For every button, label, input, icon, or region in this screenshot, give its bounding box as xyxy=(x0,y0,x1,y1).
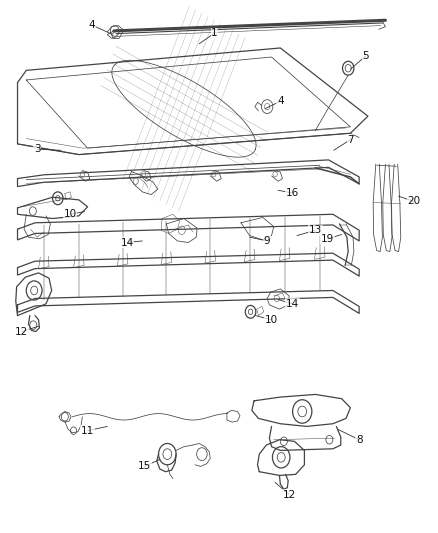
Circle shape xyxy=(56,196,60,201)
Text: 4: 4 xyxy=(88,20,95,30)
Text: 4: 4 xyxy=(277,96,284,106)
Text: 12: 12 xyxy=(283,490,296,499)
Text: 1: 1 xyxy=(211,28,218,38)
Text: 7: 7 xyxy=(347,135,354,144)
Text: 14: 14 xyxy=(120,238,134,247)
Text: 19: 19 xyxy=(321,234,334,244)
Text: 16: 16 xyxy=(286,188,299,198)
Text: 9: 9 xyxy=(264,236,271,246)
Text: 13: 13 xyxy=(309,225,322,235)
Text: 3: 3 xyxy=(34,144,41,154)
Text: 20: 20 xyxy=(407,197,420,206)
Text: 11: 11 xyxy=(81,426,94,435)
Text: 12: 12 xyxy=(15,327,28,336)
Text: 10: 10 xyxy=(265,315,278,325)
Circle shape xyxy=(163,449,172,459)
Text: 15: 15 xyxy=(138,462,151,471)
Circle shape xyxy=(265,103,270,110)
Text: 10: 10 xyxy=(64,209,77,219)
Text: 8: 8 xyxy=(356,435,363,445)
Circle shape xyxy=(248,309,253,314)
Text: 5: 5 xyxy=(362,51,369,61)
Text: 14: 14 xyxy=(286,299,299,309)
Circle shape xyxy=(345,64,351,72)
